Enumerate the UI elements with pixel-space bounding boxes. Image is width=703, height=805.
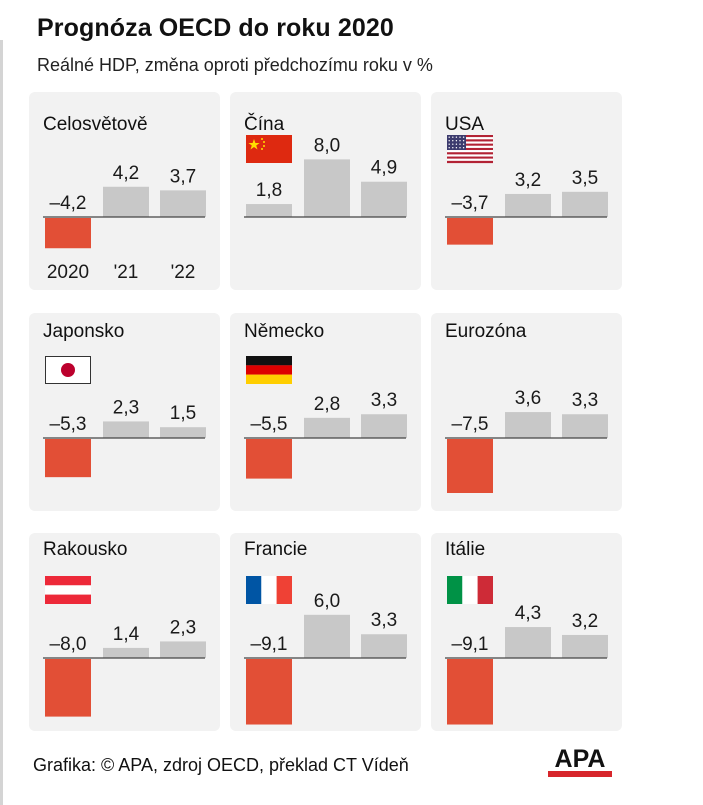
france-flag-icon [246,576,292,604]
chart-title: Prognóza OECD do roku 2020 [37,14,394,42]
panel-italie: Itálie –9,1 4,3 3,2 [431,533,622,731]
data-label: –5,5 [251,414,288,435]
data-label: 1,5 [170,403,196,424]
bar-2020 [447,218,493,245]
bar-chart: 1,8 8,0 4,9 [244,135,407,218]
bar-21 [505,193,551,217]
bar-2020 [447,659,493,725]
panel-name: Německo [244,321,325,342]
data-label: 3,7 [170,166,196,187]
data-label: 3,3 [572,390,598,411]
bar-22 [562,191,608,217]
panel-name: Eurozóna [445,321,527,342]
bar-21 [103,421,149,438]
data-label: –8,0 [50,634,87,655]
panel-cina: Čína 1,8 8,0 4,9 [230,92,421,290]
bar-21 [505,412,551,438]
china-flag-icon [246,135,292,163]
panel-eurozona: Eurozóna –7,5 3,6 3,3 [431,313,622,511]
bar-22 [160,190,206,217]
bar-2020 [45,439,91,478]
panel-francie: Francie –9,1 6,0 3,3 [230,533,421,731]
data-label: –9,1 [251,634,288,655]
chart-subtitle: Reálné HDP, změna oproti předchozímu rok… [37,55,433,75]
bar-22 [361,181,407,217]
data-label: 2,3 [113,397,139,418]
left-edge-line [0,40,3,805]
usa-flag-icon [447,135,493,164]
bar-21 [505,627,551,658]
bar-2020 [447,439,493,493]
data-label: 3,5 [572,168,598,189]
bar-21 [103,186,149,217]
data-label: –4,2 [50,193,87,214]
panel-rakousko: Rakousko –8,0 1,4 2,3 [29,533,220,731]
bar-21 [304,159,350,217]
panel-name: Celosvětově [43,114,148,135]
data-label: 2,8 [314,394,340,415]
data-label: 3,2 [572,611,598,632]
panel-japonsko: Japonsko –5,3 2,3 1,5 [29,313,220,511]
bar-chart: –4,2 4,2 3,7 2020 '21 '22 [43,163,206,283]
bar-2020 [246,439,292,479]
data-label: 3,3 [371,390,397,411]
source-credit: Grafika: © APA, zdroj OECD, překlad CT V… [33,755,409,775]
panel-celosvetove: Celosvětově –4,2 4,2 3,7 2020 '21 '22 [29,92,220,290]
bar-chart: –8,0 1,4 2,3 [43,617,206,717]
bar-2020 [45,218,91,249]
data-label: 3,6 [515,388,541,409]
bar-22 [361,414,407,438]
austria-flag-icon [45,576,91,604]
panel-usa: USA –3,7 3,2 3,5 [431,92,622,290]
panel-name: Rakousko [43,539,128,560]
apa-logo-text: APA [555,745,606,773]
data-label: 4,9 [371,158,397,179]
italy-flag-icon [447,576,493,604]
bar-21 [304,614,350,658]
data-label: 4,3 [515,603,541,624]
data-label: 1,4 [113,624,140,645]
data-label: 3,2 [515,170,541,191]
bar-chart: –5,3 2,3 1,5 [43,397,206,478]
bar-22 [361,634,407,658]
panel-nemecko: Německo –5,5 2,8 3,3 [230,313,421,511]
x-tick-label: '22 [171,262,196,283]
data-label: –7,5 [452,414,489,435]
data-label: 4,2 [113,163,139,184]
bar-2020 [246,204,292,217]
panel-name: USA [445,114,485,135]
data-label: –3,7 [452,193,489,214]
bar-21 [304,417,350,438]
bar-22 [160,641,206,658]
panel-name: Francie [244,539,308,560]
bar-chart: –9,1 4,3 3,2 [445,603,608,725]
panel-name: Itálie [445,539,486,560]
data-label: –9,1 [452,634,489,655]
bar-22 [562,414,608,438]
panel-name: Japonsko [43,321,125,342]
data-label: 6,0 [314,591,340,612]
panel-name: Čína [244,114,285,135]
data-label: 3,3 [371,610,397,631]
bar-chart: –3,7 3,2 3,5 [445,168,608,245]
bar-22 [562,634,608,658]
japan-flag-icon [45,356,91,384]
data-label: 8,0 [314,135,340,156]
bar-2020 [45,659,91,717]
bar-chart: –5,5 2,8 3,3 [244,390,407,479]
bar-chart: –9,1 6,0 3,3 [244,591,407,725]
x-tick-label: 2020 [47,262,89,283]
x-tick-label: '21 [114,262,139,283]
bar-22 [160,427,206,438]
bar-21 [103,647,149,658]
apa-logo: APA [548,745,612,777]
data-label: 1,8 [256,180,282,201]
bar-2020 [246,659,292,725]
data-label: 2,3 [170,617,196,638]
data-label: –5,3 [50,414,87,435]
bar-chart: –7,5 3,6 3,3 [445,388,608,493]
germany-flag-icon [246,356,292,384]
